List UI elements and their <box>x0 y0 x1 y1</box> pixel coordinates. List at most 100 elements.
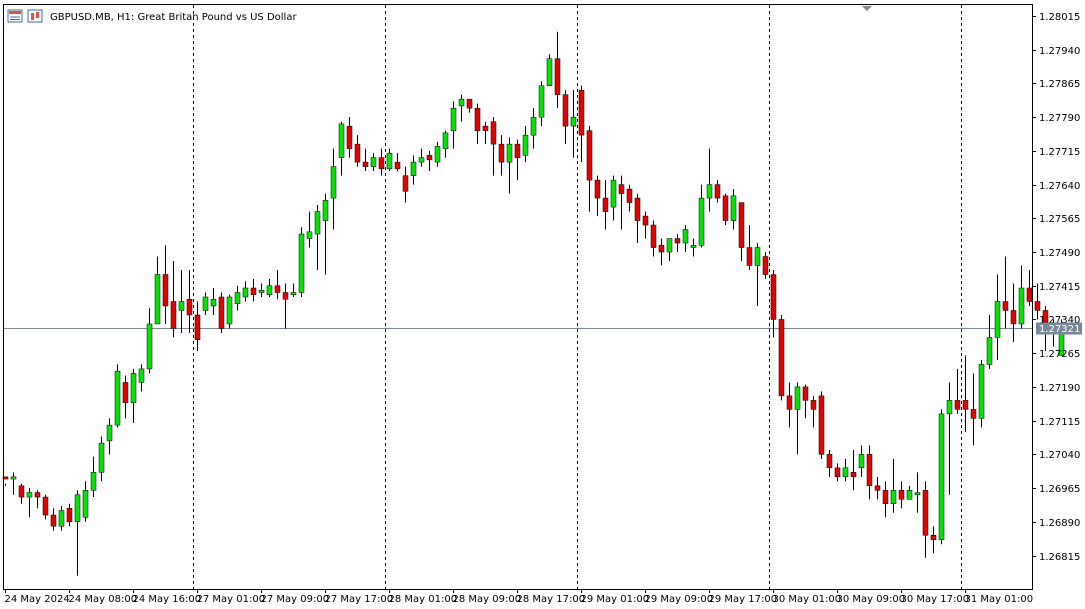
candle <box>970 373 977 446</box>
y-tick-label: 1.27565 <box>1039 214 1080 225</box>
candle <box>554 31 561 109</box>
candle <box>634 193 641 244</box>
candle <box>874 476 881 500</box>
candle <box>674 234 681 253</box>
candle-body <box>106 424 113 442</box>
candle <box>666 238 673 262</box>
candle-body <box>554 58 561 95</box>
candle-body <box>650 224 657 248</box>
candle <box>514 139 521 181</box>
candles-group <box>2 31 1065 576</box>
price-axis[interactable]: 1.28015 1.27940 1.27865 1.27790 1.27715 1.276… <box>1032 12 1080 563</box>
x-tick-label: 28 May 09:00 <box>453 594 522 605</box>
candle-body <box>738 202 745 248</box>
candle <box>434 141 441 167</box>
candle-body <box>434 146 441 163</box>
candle <box>170 261 177 338</box>
candle-body <box>818 395 825 455</box>
candle-body <box>122 382 129 403</box>
candle-body <box>498 143 505 163</box>
candle <box>922 481 929 558</box>
candle-body <box>826 454 833 469</box>
candle-body <box>754 247 761 266</box>
candle <box>106 418 113 455</box>
candle <box>938 409 945 545</box>
candle-body <box>378 157 385 170</box>
candle <box>794 382 801 455</box>
y-tick-label: 1.27865 <box>1039 79 1080 90</box>
candle-body <box>402 175 409 192</box>
candle <box>602 180 609 230</box>
candle <box>34 490 41 509</box>
candle <box>1034 283 1041 320</box>
candle-body <box>842 467 849 478</box>
candle <box>890 458 897 513</box>
candle <box>986 314 993 369</box>
candle <box>50 508 57 531</box>
candle-body <box>370 157 377 167</box>
y-tick-label: 1.28015 <box>1039 12 1080 23</box>
candle <box>1018 265 1025 329</box>
candle <box>250 279 257 302</box>
candle <box>418 148 425 167</box>
candlestick-icon[interactable] <box>27 9 43 23</box>
candle <box>234 285 241 311</box>
candle-body <box>322 200 329 221</box>
candle <box>66 503 73 527</box>
candle-body <box>450 107 457 131</box>
candle <box>90 456 97 498</box>
x-tick-label: 29 May 01:00 <box>581 594 650 605</box>
y-tick-label: 1.27115 <box>1039 417 1080 428</box>
candle-body <box>906 490 913 500</box>
candle-body <box>90 472 97 491</box>
candle-body <box>250 287 257 295</box>
candle-body <box>914 492 921 496</box>
candle <box>570 90 577 158</box>
candle-body <box>26 492 33 498</box>
candle <box>538 81 545 127</box>
candle-body <box>770 274 777 320</box>
candle-body <box>866 454 873 487</box>
candle <box>778 314 785 401</box>
candle-body <box>922 490 929 536</box>
candle <box>202 292 209 315</box>
candle <box>98 436 105 482</box>
candle-body <box>346 125 353 149</box>
candle <box>914 472 921 513</box>
current-price-label: 1.27321 <box>1039 324 1080 335</box>
candle-body <box>74 494 81 523</box>
day-separators <box>193 5 962 589</box>
candle-body <box>522 134 529 156</box>
candle-body <box>82 490 89 518</box>
current-price-badge: 1.27321 <box>1036 322 1082 335</box>
candle-body <box>1034 301 1041 311</box>
y-tick-label: 1.27190 <box>1039 383 1080 394</box>
candle <box>402 166 409 203</box>
chart-window-icon[interactable] <box>7 9 23 23</box>
candle <box>714 180 721 203</box>
candle <box>898 481 905 509</box>
candle-body <box>786 395 793 410</box>
candle-body <box>690 245 697 248</box>
candle-body <box>658 245 665 253</box>
candle <box>866 445 873 500</box>
candle-body <box>506 143 513 163</box>
candle <box>490 117 497 176</box>
candle <box>738 202 745 262</box>
y-tick-label: 1.26815 <box>1039 552 1080 563</box>
candle <box>858 445 865 477</box>
shift-marker-icon[interactable] <box>862 6 872 11</box>
candle-body <box>802 386 809 401</box>
candle-body <box>970 409 977 419</box>
candle-body <box>706 184 713 199</box>
candle-body <box>458 98 465 107</box>
candle-body <box>634 197 641 221</box>
candle <box>578 85 585 163</box>
candle <box>522 126 529 163</box>
y-tick-label: 1.27415 <box>1039 282 1080 293</box>
candle <box>442 130 449 158</box>
candle <box>122 375 129 419</box>
candle <box>906 485 913 500</box>
